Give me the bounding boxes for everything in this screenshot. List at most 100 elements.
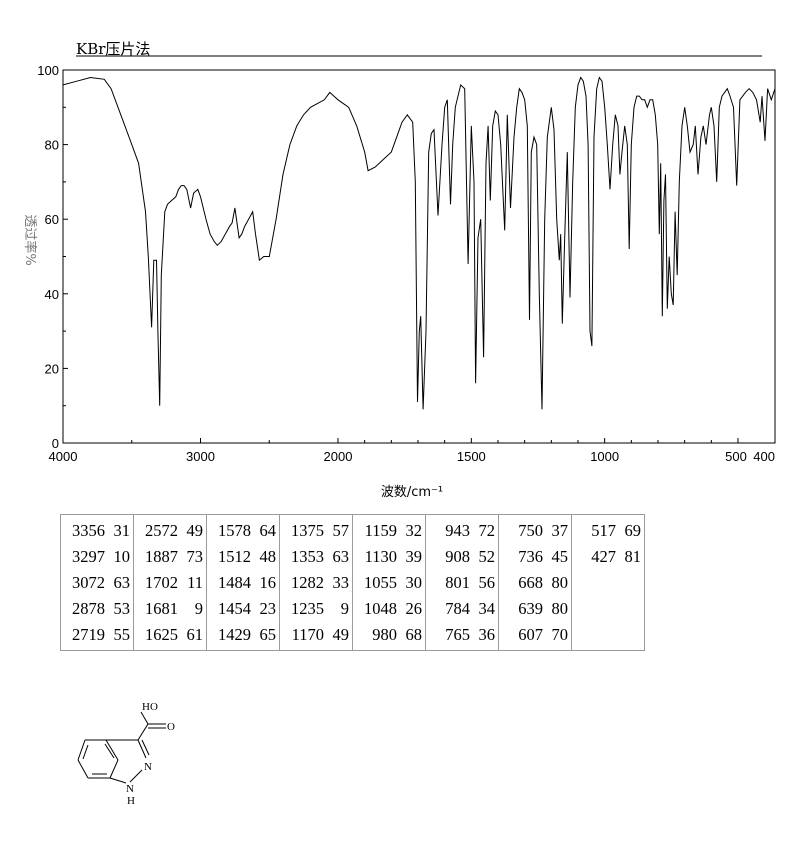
- peak-transmittance: 30: [405, 573, 423, 592]
- peak-transmittance: 49: [186, 521, 204, 540]
- peak-entry: 1454 23: [211, 596, 276, 622]
- peak-column: 1578 64 1512 48 1484 16 1454 23 1429 65: [207, 515, 280, 650]
- peak-entry: 1429 65: [211, 622, 276, 648]
- peak-entry: 427 81: [576, 544, 641, 570]
- nh-hydrogen-label: H: [127, 795, 135, 807]
- peak-wavenumber: 427: [591, 547, 616, 566]
- peak-transmittance: 65: [259, 625, 277, 644]
- peak-wavenumber: 1702: [145, 573, 178, 592]
- peak-transmittance: 39: [405, 547, 423, 566]
- peak-entry: 1375 57: [284, 518, 349, 544]
- peak-wavenumber: 607: [518, 625, 543, 644]
- peak-transmittance: 48: [259, 547, 277, 566]
- peak-entry: 1484 16: [211, 570, 276, 596]
- y-tick-label: 20: [45, 361, 59, 376]
- peak-entry: 1282 33: [284, 570, 349, 596]
- peak-wavenumber: 639: [518, 599, 543, 618]
- spectrum-line: [62, 76, 776, 410]
- y-tick-label: 80: [45, 138, 59, 153]
- peak-wavenumber: 668: [518, 573, 543, 592]
- peak-wavenumber: 1681: [145, 599, 178, 618]
- peak-column: 2572 49 1887 73 1702 11 1681 9 1625 61: [134, 515, 207, 650]
- peak-entry: 3356 31: [65, 518, 130, 544]
- peak-wavenumber: 1484: [218, 573, 251, 592]
- peak-entry: 1159 32: [357, 518, 422, 544]
- peak-transmittance: 23: [259, 599, 277, 618]
- peak-column: 750 37 736 45 668 80 639 80 607 70: [499, 515, 572, 650]
- peak-entry: 750 37: [503, 518, 568, 544]
- peak-entry: 1353 63: [284, 544, 349, 570]
- peak-transmittance: 32: [405, 521, 423, 540]
- peak-transmittance: 31: [113, 521, 131, 540]
- peak-transmittance: 11: [187, 573, 203, 592]
- peak-entry: 668 80: [503, 570, 568, 596]
- peak-wavenumber: 736: [518, 547, 543, 566]
- peak-transmittance: 56: [478, 573, 496, 592]
- peak-wavenumber: 1282: [291, 573, 324, 592]
- peak-wavenumber: 1578: [218, 521, 251, 540]
- peak-entry: 1048 26: [357, 596, 422, 622]
- x-tick-label: 500: [725, 449, 747, 464]
- peak-transmittance: 72: [478, 521, 496, 540]
- peak-transmittance: 9: [340, 599, 349, 618]
- y-axis-title: 透过率%: [22, 214, 38, 265]
- carbonyl-oxygen-label: O: [167, 721, 175, 733]
- peak-transmittance: 49: [332, 625, 350, 644]
- peak-table-row: 3356 31 3297 10 3072 63 2878 53 2719 55 2572 49 1887…: [61, 515, 644, 650]
- peak-entry: 3072 63: [65, 570, 130, 596]
- x-tick-label: 3000: [186, 449, 215, 464]
- peak-column: 3356 31 3297 10 3072 63 2878 53 2719 55: [61, 515, 134, 650]
- molecule-structure: HO O N N H: [77, 701, 175, 807]
- peak-column: 943 72 908 52 801 56 784 34 765 36: [426, 515, 499, 650]
- peak-entry: 2572 49: [138, 518, 203, 544]
- peak-transmittance: 61: [186, 625, 204, 644]
- sample-prep-label: KBr压片法: [76, 40, 151, 58]
- peak-wavenumber: 3297: [72, 547, 105, 566]
- x-tick-label: 2000: [324, 449, 353, 464]
- peak-wavenumber: 2572: [145, 521, 178, 540]
- peak-wavenumber: 1130: [364, 547, 397, 566]
- peak-column: 1375 57 1353 63 1282 33 1235 9 1170 49: [280, 515, 353, 650]
- peak-transmittance: 55: [113, 625, 131, 644]
- y-tick-label: 0: [52, 436, 59, 451]
- peak-wavenumber: 1454: [218, 599, 251, 618]
- peak-entry: 607 70: [503, 622, 568, 648]
- peak-entry: 1130 39: [357, 544, 422, 570]
- peak-wavenumber: 1159: [364, 521, 397, 540]
- peak-wavenumber: 1512: [218, 547, 251, 566]
- peak-entry: 1055 30: [357, 570, 422, 596]
- x-tick-label: 1500: [457, 449, 486, 464]
- peak-entry: 2719 55: [65, 622, 130, 648]
- y-tick-label: 60: [45, 212, 59, 227]
- peak-entry: 3297 10: [65, 544, 130, 570]
- peak-wavenumber: 1625: [145, 625, 178, 644]
- x-axis-title: 波数/cm⁻¹: [381, 485, 443, 500]
- peak-wavenumber: 2878: [72, 599, 105, 618]
- peak-entry: 784 34: [430, 596, 495, 622]
- x-tick-label: 4000: [49, 449, 78, 464]
- peak-entry: 980 68: [357, 622, 422, 648]
- peak-entry: 1235 9: [284, 596, 349, 622]
- peak-entry: 1578 64: [211, 518, 276, 544]
- peak-transmittance: 57: [332, 521, 350, 540]
- peak-transmittance: 63: [113, 573, 131, 592]
- peak-wavenumber: 784: [445, 599, 470, 618]
- peak-entry: 639 80: [503, 596, 568, 622]
- peak-transmittance: 64: [259, 521, 277, 540]
- peak-entry: 1170 49: [284, 622, 349, 648]
- peak-wavenumber: 750: [518, 521, 543, 540]
- y-tick-label: 40: [45, 287, 59, 302]
- peak-transmittance: 68: [405, 625, 423, 644]
- peak-wavenumber: 3072: [72, 573, 105, 592]
- peak-transmittance: 80: [551, 573, 569, 592]
- peak-column: 517 69 427 81: [572, 515, 644, 650]
- hydroxyl-label: HO: [142, 701, 158, 713]
- peak-wavenumber: 908: [445, 547, 470, 566]
- peak-wavenumber: 801: [445, 573, 470, 592]
- peak-transmittance: 26: [405, 599, 423, 618]
- peak-wavenumber: 765: [445, 625, 470, 644]
- peak-transmittance: 53: [113, 599, 131, 618]
- peak-wavenumber: 943: [445, 521, 470, 540]
- peak-table: 3356 31 3297 10 3072 63 2878 53 2719 55 2572 49 1887…: [60, 514, 645, 651]
